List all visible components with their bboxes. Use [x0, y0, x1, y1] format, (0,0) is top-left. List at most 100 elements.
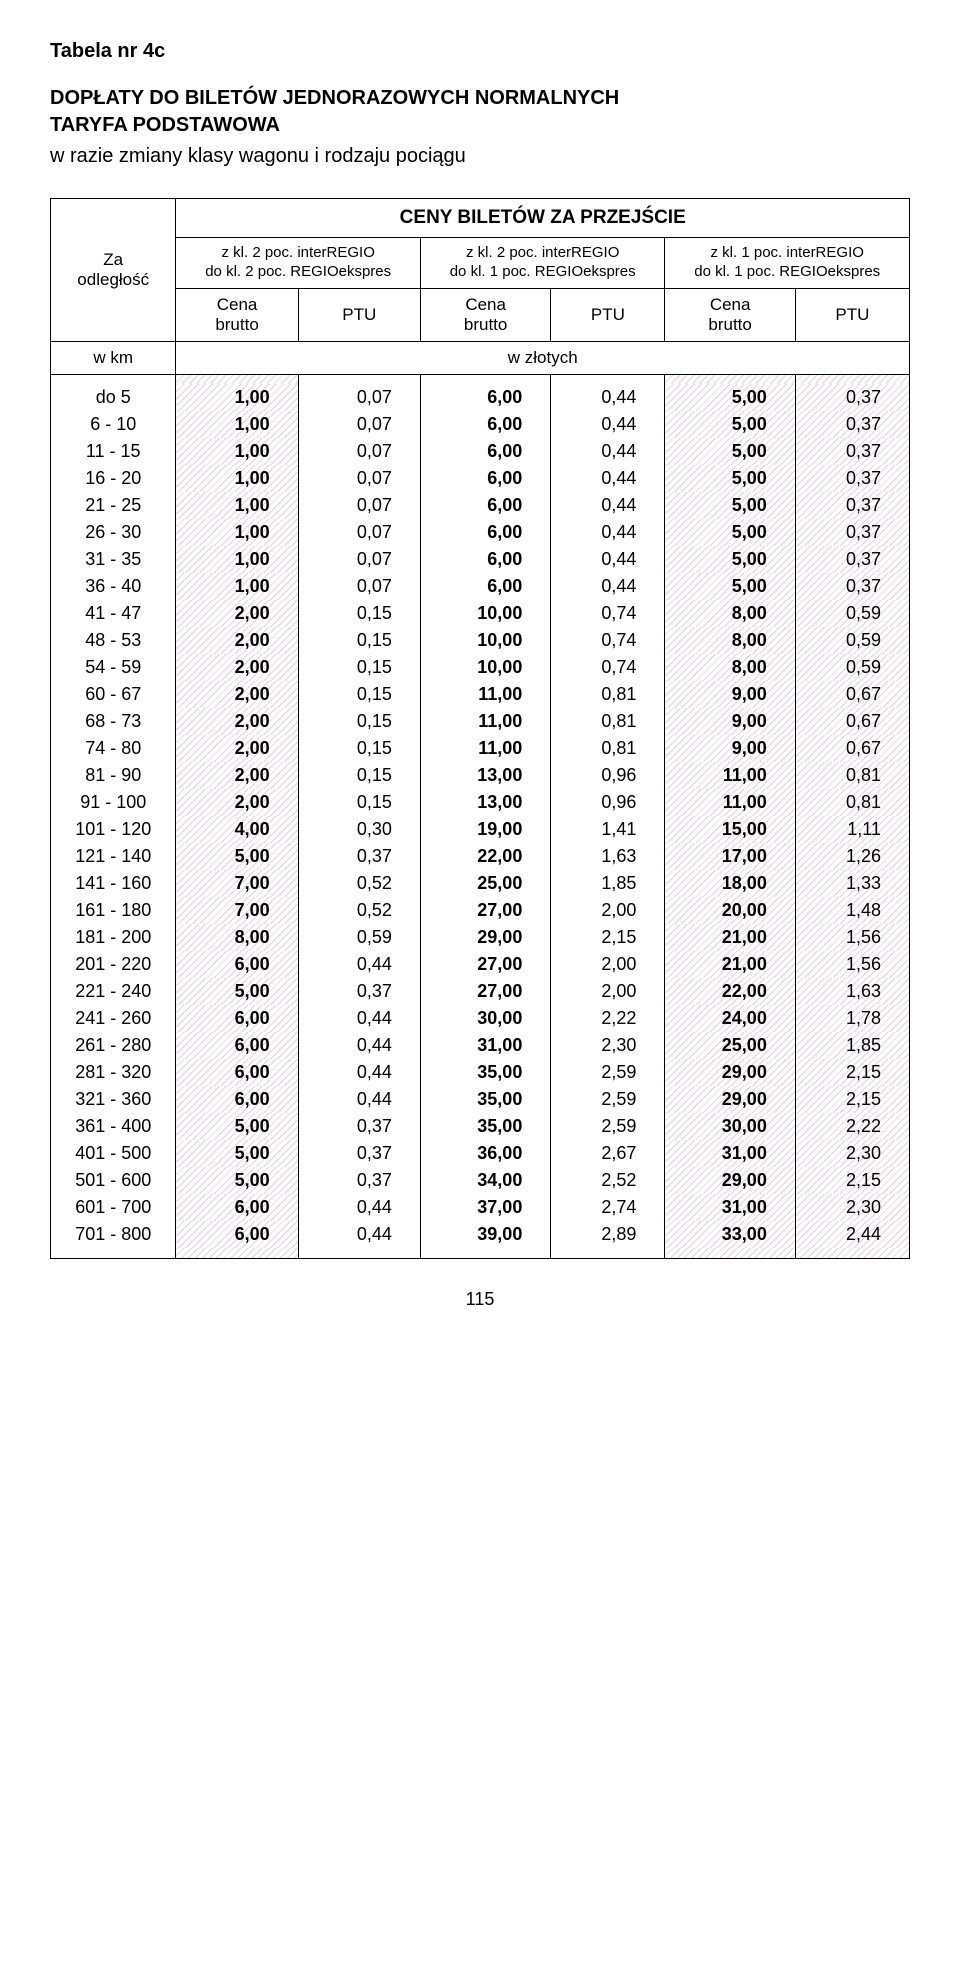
table-row: 36 - 401,000,076,000,445,000,37 — [51, 573, 910, 600]
spacer-row — [51, 374, 910, 384]
value-cell: 2,00 — [551, 951, 665, 978]
header-ceny: CENY BILETÓW ZA PRZEJŚCIE — [176, 199, 910, 238]
value-cell: 0,44 — [298, 1032, 420, 1059]
value-cell: 6,00 — [420, 465, 550, 492]
table-row: 31 - 351,000,076,000,445,000,37 — [51, 546, 910, 573]
table-row: 48 - 532,000,1510,000,748,000,59 — [51, 627, 910, 654]
value-cell: 0,37 — [795, 438, 909, 465]
value-cell: 0,15 — [298, 627, 420, 654]
value-cell: 10,00 — [420, 600, 550, 627]
value-cell: 29,00 — [665, 1086, 795, 1113]
value-cell: 0,37 — [298, 1167, 420, 1194]
value-cell: 1,63 — [795, 978, 909, 1005]
value-cell: 0,07 — [298, 492, 420, 519]
value-cell: 0,81 — [795, 762, 909, 789]
value-cell: 0,44 — [298, 1221, 420, 1248]
value-cell: 24,00 — [665, 1005, 795, 1032]
value-cell: 0,44 — [551, 411, 665, 438]
value-cell: 0,44 — [298, 1005, 420, 1032]
value-cell: 2,00 — [176, 600, 298, 627]
header-wkm: w km — [51, 341, 176, 374]
value-cell: 2,00 — [176, 789, 298, 816]
range-cell: 48 - 53 — [51, 627, 176, 654]
range-cell: 281 - 320 — [51, 1059, 176, 1086]
value-cell: 0,74 — [551, 600, 665, 627]
table-row: 281 - 3206,000,4435,002,5929,002,15 — [51, 1059, 910, 1086]
value-cell: 2,00 — [176, 654, 298, 681]
value-cell: 1,00 — [176, 465, 298, 492]
table-row: 11 - 151,000,076,000,445,000,37 — [51, 438, 910, 465]
value-cell: 1,56 — [795, 924, 909, 951]
value-cell: 2,15 — [795, 1059, 909, 1086]
value-cell: 0,52 — [298, 870, 420, 897]
value-cell: 0,15 — [298, 654, 420, 681]
table-row: 201 - 2206,000,4427,002,0021,001,56 — [51, 951, 910, 978]
value-cell: 5,00 — [665, 438, 795, 465]
value-cell: 0,37 — [795, 411, 909, 438]
range-cell: 701 - 800 — [51, 1221, 176, 1248]
value-cell: 1,00 — [176, 492, 298, 519]
value-cell: 5,00 — [176, 978, 298, 1005]
value-cell: 13,00 — [420, 789, 550, 816]
range-cell: 181 - 200 — [51, 924, 176, 951]
range-cell: 141 - 160 — [51, 870, 176, 897]
value-cell: 0,44 — [551, 384, 665, 411]
header-cena-3: Cenabrutto — [665, 288, 795, 341]
value-cell: 5,00 — [665, 384, 795, 411]
value-cell: 36,00 — [420, 1140, 550, 1167]
range-cell: 241 - 260 — [51, 1005, 176, 1032]
table-number: Tabela nr 4c — [50, 40, 910, 63]
value-cell: 1,00 — [176, 438, 298, 465]
value-cell: 2,00 — [551, 978, 665, 1005]
value-cell: 6,00 — [176, 1194, 298, 1221]
table-row: 501 - 6005,000,3734,002,5229,002,15 — [51, 1167, 910, 1194]
value-cell: 2,00 — [176, 627, 298, 654]
value-cell: 2,00 — [551, 897, 665, 924]
value-cell: 20,00 — [665, 897, 795, 924]
range-cell: 81 - 90 — [51, 762, 176, 789]
value-cell: 17,00 — [665, 843, 795, 870]
value-cell: 0,44 — [298, 1086, 420, 1113]
table-row: 26 - 301,000,076,000,445,000,37 — [51, 519, 910, 546]
value-cell: 6,00 — [176, 1059, 298, 1086]
value-cell: 1,00 — [176, 411, 298, 438]
value-cell: 6,00 — [420, 573, 550, 600]
value-cell: 1,41 — [551, 816, 665, 843]
value-cell: 5,00 — [665, 492, 795, 519]
value-cell: 2,15 — [551, 924, 665, 951]
value-cell: 6,00 — [420, 438, 550, 465]
range-cell: 11 - 15 — [51, 438, 176, 465]
range-cell: 54 - 59 — [51, 654, 176, 681]
value-cell: 2,30 — [795, 1140, 909, 1167]
value-cell: 0,07 — [298, 519, 420, 546]
value-cell: 2,00 — [176, 708, 298, 735]
value-cell: 2,00 — [176, 762, 298, 789]
heading-line-1: DOPŁATY DO BILETÓW JEDNORAZOWYCH NORMALN… — [50, 85, 910, 112]
value-cell: 6,00 — [420, 519, 550, 546]
value-cell: 11,00 — [665, 762, 795, 789]
value-cell: 21,00 — [665, 924, 795, 951]
value-cell: 2,00 — [176, 735, 298, 762]
value-cell: 0,96 — [551, 762, 665, 789]
value-cell: 6,00 — [420, 384, 550, 411]
value-cell: 5,00 — [665, 519, 795, 546]
value-cell: 9,00 — [665, 708, 795, 735]
value-cell: 0,15 — [298, 708, 420, 735]
table-row: 401 - 5005,000,3736,002,6731,002,30 — [51, 1140, 910, 1167]
value-cell: 2,00 — [176, 681, 298, 708]
value-cell: 0,74 — [551, 654, 665, 681]
value-cell: 0,37 — [795, 546, 909, 573]
value-cell: 15,00 — [665, 816, 795, 843]
value-cell: 0,15 — [298, 600, 420, 627]
value-cell: 25,00 — [665, 1032, 795, 1059]
value-cell: 0,44 — [551, 492, 665, 519]
value-cell: 1,00 — [176, 546, 298, 573]
value-cell: 0,44 — [551, 546, 665, 573]
table-row: 60 - 672,000,1511,000,819,000,67 — [51, 681, 910, 708]
value-cell: 2,15 — [795, 1086, 909, 1113]
range-cell: 16 - 20 — [51, 465, 176, 492]
table-row: 91 - 1002,000,1513,000,9611,000,81 — [51, 789, 910, 816]
value-cell: 2,44 — [795, 1221, 909, 1248]
value-cell: 30,00 — [420, 1005, 550, 1032]
value-cell: 0,81 — [551, 708, 665, 735]
